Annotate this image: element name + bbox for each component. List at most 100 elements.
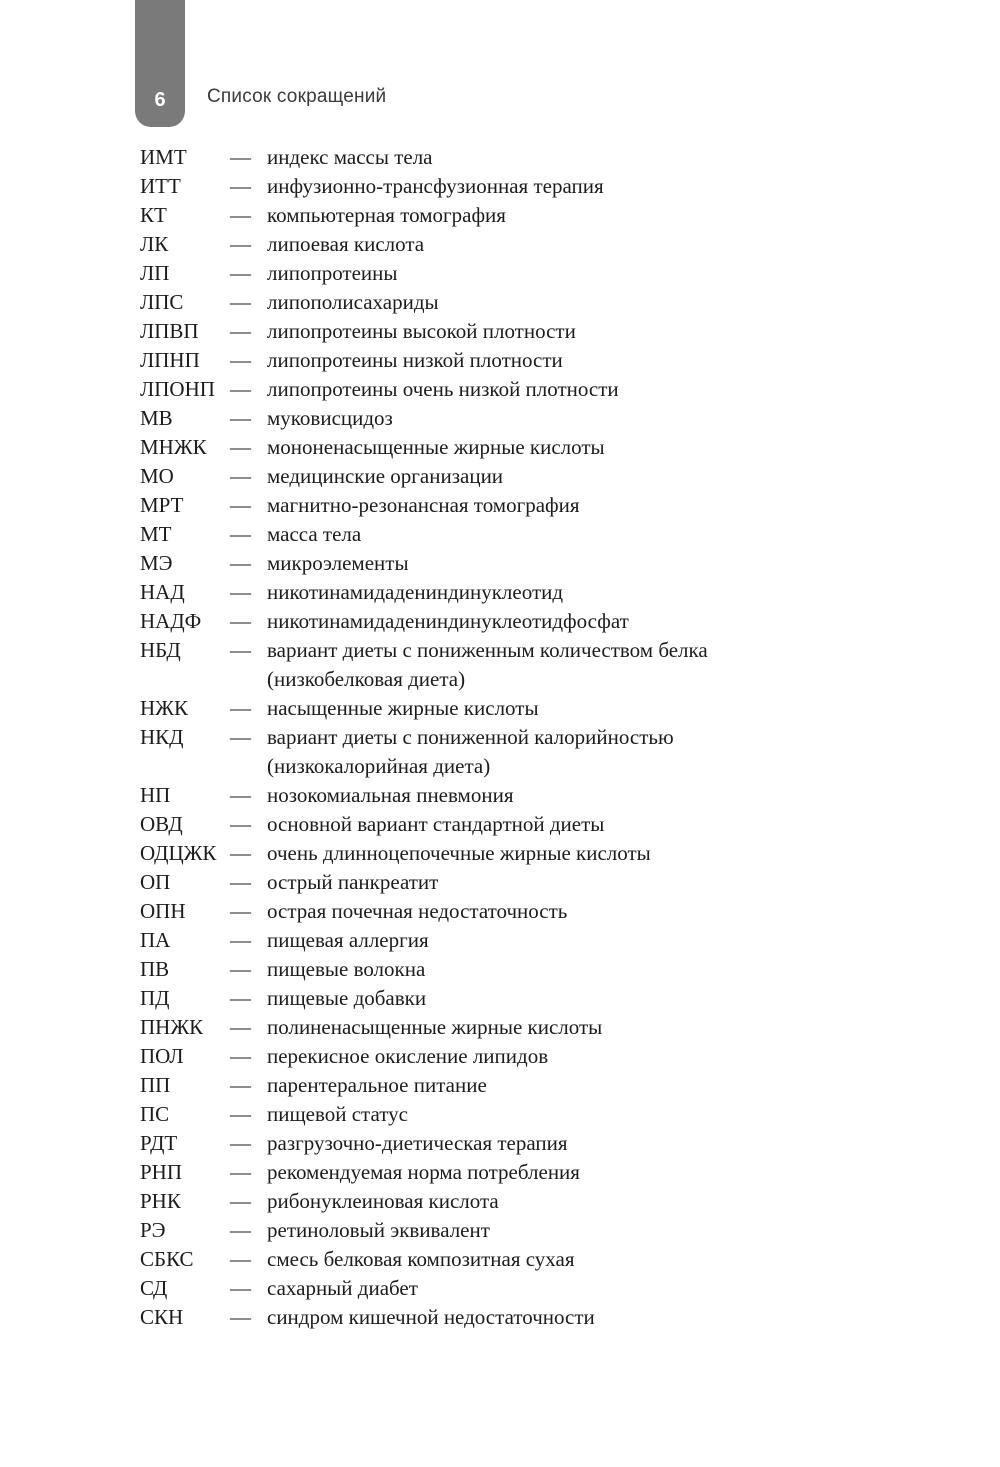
abbreviation-term: НП <box>140 783 171 807</box>
abbreviation-row: СКН — синдром кишечной недостаточности <box>140 1303 900 1332</box>
abbreviation-definition: никотинамидадениндинуклеотидфосфат <box>267 609 629 633</box>
abbreviation-term: РНК <box>140 1189 181 1213</box>
abbreviation-row: НП — нозокомиальная пневмония <box>140 781 900 810</box>
abbreviation-term: МНЖК <box>140 435 207 459</box>
abbreviation-definition: очень длинноцепочечные жирные кислоты <box>267 841 651 865</box>
abbreviation-row: ЛК — липоевая кислота <box>140 230 900 259</box>
abbreviation-term: ОП <box>140 870 171 894</box>
dash-separator: — <box>230 841 251 865</box>
dash-separator: — <box>230 1247 251 1271</box>
abbreviation-term: НКД <box>140 725 184 749</box>
abbreviation-term: ИМТ <box>140 145 187 169</box>
page-number: 6 <box>154 89 166 111</box>
abbreviation-term: ОПН <box>140 899 186 923</box>
abbreviation-row: НБД — вариант диеты с пониженным количес… <box>140 636 900 694</box>
abbreviation-term: ПНЖК <box>140 1015 204 1039</box>
abbreviation-term: РДТ <box>140 1131 178 1155</box>
abbreviation-row: ПОЛ — перекисное окисление липидов <box>140 1042 900 1071</box>
abbreviation-row: ОПН — острая почечная недостаточность <box>140 897 900 926</box>
abbreviation-row: ПНЖК — полиненасыщенные жирные кислоты <box>140 1013 900 1042</box>
dash-separator: — <box>230 1189 251 1213</box>
abbreviation-definition: острый панкреатит <box>267 870 439 894</box>
abbreviation-row: МЭ — микроэлементы <box>140 549 900 578</box>
page-number-tab: 6 <box>135 0 185 127</box>
abbreviation-term: МО <box>140 464 174 488</box>
abbreviation-row: ПА — пищевая аллергия <box>140 926 900 955</box>
abbreviation-term: ИТТ <box>140 174 181 198</box>
abbreviation-definition: рекомендуемая норма потребления <box>267 1160 580 1184</box>
dash-separator: — <box>230 1102 251 1126</box>
dash-separator: — <box>230 1015 251 1039</box>
abbreviation-definition: липопротеины высокой плотности <box>267 319 576 343</box>
abbreviation-definition: парентеральное питание <box>267 1073 487 1097</box>
abbreviation-row: ПД — пищевые добавки <box>140 984 900 1013</box>
dash-separator: — <box>230 464 251 488</box>
abbreviation-term: ЛПНП <box>140 348 200 372</box>
abbreviation-row: ПП — парентеральное питание <box>140 1071 900 1100</box>
abbreviation-definition: масса тела <box>267 522 362 546</box>
dash-separator: — <box>230 812 251 836</box>
dash-separator: — <box>230 725 251 749</box>
abbreviation-row: ЛП — липопротеины <box>140 259 900 288</box>
abbreviation-term: ПП <box>140 1073 171 1097</box>
abbreviation-definition: мононенасыщенные жирные кислоты <box>267 435 605 459</box>
abbreviation-row: ЛПОНП — липопротеины очень низкой плотно… <box>140 375 900 404</box>
dash-separator: — <box>230 1160 251 1184</box>
dash-separator: — <box>230 1276 251 1300</box>
abbreviation-row: НКД — вариант диеты с пониженной калорий… <box>140 723 900 781</box>
abbreviation-term: ОВД <box>140 812 183 836</box>
abbreviation-definition: никотинамидадениндинуклеотид <box>267 580 564 604</box>
abbreviation-definition: вариант диеты с пониженным количеством б… <box>267 638 708 691</box>
dash-separator: — <box>230 1305 251 1329</box>
dash-separator: — <box>230 406 251 430</box>
dash-separator: — <box>230 899 251 923</box>
dash-separator: — <box>230 1218 251 1242</box>
abbreviation-row: НАДФ — никотинамидадениндинуклеотидфосфа… <box>140 607 900 636</box>
abbreviation-term: НБД <box>140 638 181 662</box>
abbreviation-definition: пищевые волокна <box>267 957 426 981</box>
dash-separator: — <box>230 783 251 807</box>
dash-separator: — <box>230 145 251 169</box>
abbreviation-row: ПС — пищевой статус <box>140 1100 900 1129</box>
dash-separator: — <box>230 232 251 256</box>
dash-separator: — <box>230 1131 251 1155</box>
abbreviation-term: КТ <box>140 203 167 227</box>
dash-separator: — <box>230 696 251 720</box>
abbreviation-row: ОВД — основной вариант стандартной диеты <box>140 810 900 839</box>
abbreviation-definition: вариант диеты с пониженной калорийностью… <box>267 725 674 778</box>
abbreviation-definition: пищевая аллергия <box>267 928 429 952</box>
abbreviation-definition: магнитно-резонансная томография <box>267 493 580 517</box>
abbreviation-term: ЛПС <box>140 290 184 314</box>
abbreviation-definition: липопротеины очень низкой плотности <box>267 377 619 401</box>
abbreviation-row: ЛПВП — липопротеины высокой плотности <box>140 317 900 346</box>
dash-separator: — <box>230 1073 251 1097</box>
dash-separator: — <box>230 609 251 633</box>
abbreviation-term: ПОЛ <box>140 1044 184 1068</box>
abbreviation-term: МРТ <box>140 493 184 517</box>
abbreviation-definition: медицинские организации <box>267 464 504 488</box>
abbreviation-row: КТ — компьютерная томография <box>140 201 900 230</box>
abbreviation-term: НАД <box>140 580 185 604</box>
dash-separator: — <box>230 377 251 401</box>
dash-separator: — <box>230 290 251 314</box>
abbreviation-term: МЭ <box>140 551 173 575</box>
abbreviation-definition: синдром кишечной недостаточности <box>267 1305 595 1329</box>
abbreviation-term: ЛПОНП <box>140 377 215 401</box>
abbreviation-definition: основной вариант стандартной диеты <box>267 812 605 836</box>
abbreviation-term: СКН <box>140 1305 184 1329</box>
dash-separator: — <box>230 261 251 285</box>
dash-separator: — <box>230 522 251 546</box>
abbreviation-definition: острая почечная недостаточность <box>267 899 568 923</box>
abbreviation-definition: насыщенные жирные кислоты <box>267 696 539 720</box>
abbreviation-row: РДТ — разгрузочно-диетическая терапия <box>140 1129 900 1158</box>
dash-separator: — <box>230 435 251 459</box>
abbreviation-term: ПВ <box>140 957 170 981</box>
abbreviation-definition: разгрузочно-диетическая терапия <box>267 1131 568 1155</box>
abbreviation-row: СД — сахарный диабет <box>140 1274 900 1303</box>
abbreviation-term: НЖК <box>140 696 188 720</box>
abbreviation-row: ПВ — пищевые волокна <box>140 955 900 984</box>
dash-separator: — <box>230 957 251 981</box>
abbreviation-row: НАД — никотинамидадениндинуклеотид <box>140 578 900 607</box>
abbreviation-row: МНЖК — мононенасыщенные жирные кислоты <box>140 433 900 462</box>
abbreviation-term: ПС <box>140 1102 170 1126</box>
